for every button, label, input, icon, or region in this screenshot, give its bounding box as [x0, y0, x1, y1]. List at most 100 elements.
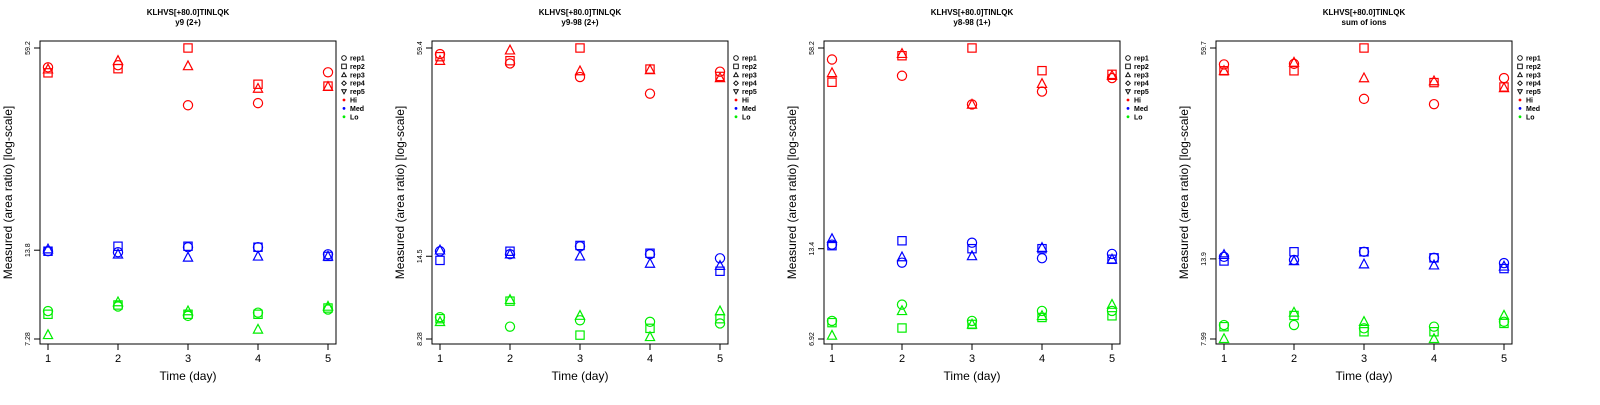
data-point-lo-rep3 — [252, 323, 264, 334]
x-tick-label: 4 — [1431, 353, 1437, 365]
legend-symbol-rep4 — [733, 80, 739, 87]
data-point-lo-rep1 — [896, 299, 908, 310]
data-point-lo-rep3 — [896, 304, 908, 316]
data-point-lo-rep1 — [1428, 321, 1440, 332]
legend-label-hi: Hi — [1134, 98, 1141, 105]
legend-label-rep4: rep4 — [350, 81, 365, 88]
x-tick-label: 2 — [115, 353, 121, 365]
y-axis-label: Measured (area ratio) [log-scale] — [1177, 106, 1191, 279]
plot-frame — [823, 40, 1121, 345]
data-point-lo-rep1 — [826, 315, 838, 327]
data-point-med-rep1 — [714, 253, 726, 264]
y-tick-label: 59.7 — [1201, 41, 1208, 55]
legend-symbol-med — [342, 107, 346, 110]
data-point-hi-rep1 — [1428, 98, 1440, 110]
data-point-lo-rep2 — [323, 303, 333, 313]
data-point-med-rep3 — [1358, 257, 1370, 269]
data-point-med-rep2 — [715, 266, 725, 276]
data-point-lo-rep3 — [826, 329, 838, 340]
data-point-lo-rep2 — [827, 317, 837, 328]
chart-subtitle: y9 (2+) — [175, 18, 201, 27]
data-point-lo-rep1 — [966, 315, 978, 327]
legend-label-rep2: rep2 — [1134, 64, 1149, 71]
legend-label-rep2: rep2 — [1526, 64, 1541, 71]
data-point-hi-rep3 — [112, 54, 124, 66]
chart-subtitle: y8-98 (1+) — [953, 18, 990, 27]
data-point-med-rep3 — [1218, 248, 1230, 260]
data-point-hi-rep2 — [505, 55, 515, 66]
data-point-med-rep3 — [1288, 254, 1300, 266]
data-point-hi-rep1 — [322, 67, 334, 78]
y-tick-label: 7.28 — [25, 332, 32, 346]
data-point-med-rep3 — [322, 250, 334, 261]
data-point-hi-rep2 — [827, 77, 837, 87]
legend-label-rep3: rep3 — [350, 72, 365, 79]
legend-label-med: Med — [1526, 106, 1540, 113]
data-point-hi-rep2 — [645, 64, 655, 74]
x-tick-label: 2 — [507, 353, 513, 365]
data-point-med-rep2 — [827, 240, 837, 251]
legend-label-lo: Lo — [1134, 114, 1143, 121]
chart-title: KLHVS[+80.0]TINLQK — [931, 8, 1014, 17]
data-point-med-rep3 — [112, 247, 124, 259]
data-point-med-rep3 — [42, 242, 54, 254]
data-point-hi-rep1 — [644, 88, 656, 99]
data-point-med-rep2 — [897, 236, 907, 246]
data-point-lo-rep2 — [1107, 311, 1117, 321]
legend-symbol-rep4 — [341, 80, 347, 87]
data-point-lo-rep3 — [574, 309, 586, 320]
legend-label-rep1: rep1 — [1134, 56, 1149, 63]
data-point-med-rep1 — [1106, 248, 1118, 260]
data-point-hi-rep3 — [322, 80, 334, 91]
y-axis-label: Measured (area ratio) [log-scale] — [393, 106, 407, 279]
data-point-lo-rep3 — [1288, 306, 1300, 317]
legend-label-rep4: rep4 — [742, 81, 757, 88]
data-point-med-rep3 — [1106, 252, 1118, 264]
legend-symbol-med — [1518, 107, 1522, 110]
legend-symbol-rep2 — [341, 63, 347, 70]
data-point-hi-rep3 — [1498, 81, 1510, 93]
data-point-lo-rep2 — [575, 330, 585, 340]
data-point-hi-rep3 — [966, 98, 978, 109]
data-point-hi-rep3 — [182, 59, 194, 71]
legend-label-rep1: rep1 — [742, 56, 757, 63]
data-point-med-rep3 — [252, 250, 264, 261]
data-point-lo-rep3 — [1218, 332, 1230, 344]
data-point-lo-rep1 — [1288, 319, 1300, 331]
data-point-med-rep3 — [714, 259, 726, 270]
data-point-hi-rep3 — [714, 71, 726, 83]
legend-symbol-hi — [1126, 98, 1130, 102]
data-point-hi-rep3 — [1358, 71, 1370, 83]
data-point-med-rep1 — [1498, 257, 1510, 269]
legend-symbol-rep3 — [340, 71, 348, 78]
data-point-hi-rep1 — [826, 54, 838, 65]
legend-symbol-rep2 — [733, 63, 739, 70]
legend-symbol-rep4 — [1517, 80, 1523, 87]
chart-title: KLHVS[+80.0]TINLQK — [147, 8, 230, 17]
data-point-hi-rep3 — [1106, 69, 1118, 81]
data-point-lo-rep1 — [1218, 319, 1230, 331]
legend-symbol-rep4 — [1125, 80, 1131, 87]
legend-label-lo: Lo — [1526, 114, 1535, 121]
y-tick-label: 58.2 — [809, 41, 816, 55]
data-point-hi-rep3 — [434, 54, 446, 65]
data-point-hi-rep2 — [575, 43, 585, 53]
data-point-lo-rep2 — [43, 309, 53, 319]
data-point-hi-rep1 — [182, 100, 194, 111]
data-point-med-rep2 — [505, 246, 515, 256]
x-tick-label: 1 — [437, 353, 443, 365]
data-point-hi-rep1 — [896, 70, 908, 81]
data-point-hi-rep3 — [1428, 74, 1440, 86]
legend-label-rep5: rep5 — [1526, 89, 1541, 96]
y-tick-label: 6.92 — [809, 332, 816, 346]
data-point-med-rep2 — [967, 243, 977, 254]
data-point-hi-rep1 — [1288, 58, 1300, 70]
data-point-lo-rep1 — [644, 316, 656, 328]
chart-title: KLHVS[+80.0]TINLQK — [539, 8, 622, 17]
plot-frame — [1215, 40, 1513, 345]
data-point-lo-rep3 — [1358, 315, 1370, 327]
x-tick-label: 5 — [1109, 353, 1115, 365]
data-point-lo-rep3 — [504, 293, 516, 305]
